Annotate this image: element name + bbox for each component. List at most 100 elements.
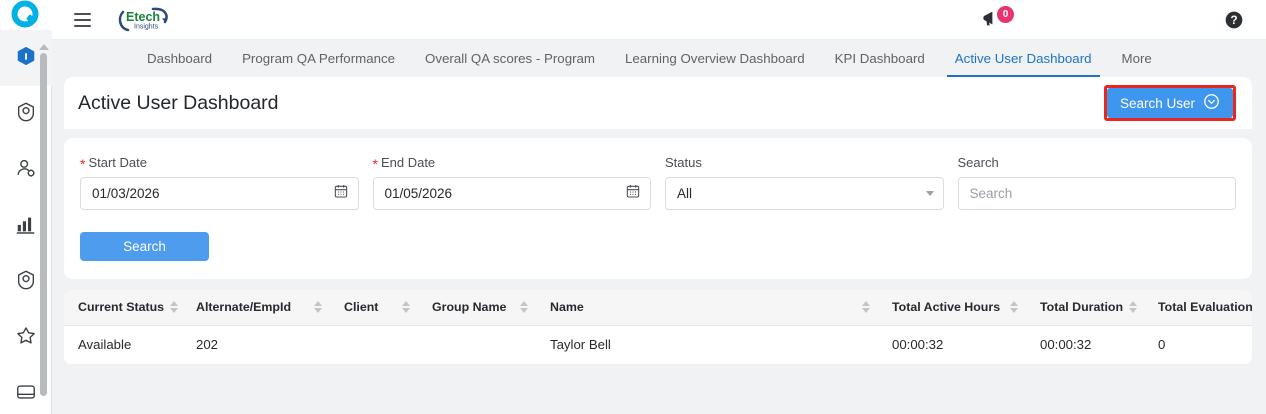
user-settings-icon [15, 157, 37, 184]
cell-client [330, 325, 418, 365]
scroll-up-arrow-icon[interactable] [38, 44, 49, 50]
status-label-wrap: Status [665, 154, 944, 170]
table-head: Current Status Alternate/EmpId Client [64, 290, 1252, 326]
tab-label: More [1121, 51, 1152, 66]
table-header-row: Current Status Alternate/EmpId Client [64, 290, 1252, 326]
column-client[interactable]: Client [330, 290, 418, 326]
search-input[interactable]: Search [969, 186, 1013, 201]
settings-badge-icon [15, 101, 37, 128]
sidebar-item-reports[interactable] [4, 198, 48, 254]
required-asterisk: * [80, 156, 86, 172]
start-date-label: Start Date [88, 154, 147, 170]
end-date-label: End Date [380, 154, 436, 170]
sort-icon[interactable] [862, 301, 870, 314]
start-date-label-wrap: * Start Date [80, 154, 359, 172]
calendar-icon[interactable] [333, 183, 349, 204]
page-header-card: Active User Dashboard Search User [64, 77, 1252, 129]
tab-label: Dashboard [147, 51, 213, 66]
app-logo[interactable] [0, 0, 52, 30]
tab-more[interactable]: More [1107, 40, 1167, 77]
search-label: Search [957, 154, 999, 170]
active-users-table: Current Status Alternate/EmpId Client [64, 290, 1252, 365]
sidebar-item-favorites[interactable] [4, 310, 48, 366]
column-label: Alternate/EmpId [196, 300, 292, 315]
column-alternate-empid[interactable]: Alternate/EmpId [182, 290, 330, 326]
help-circle-icon: ? [1224, 11, 1244, 34]
tab-learning-overview-dashboard[interactable]: Learning Overview Dashboard [610, 40, 820, 77]
filter-row: * Start Date 01/03/2026 [80, 154, 1236, 210]
sort-icon[interactable] [520, 301, 528, 314]
start-date-input[interactable]: 01/03/2026 [80, 177, 359, 210]
notifications-button[interactable]: 0 [980, 6, 1014, 33]
cell-total-evaluations: 0 [1144, 325, 1252, 365]
filters-card: * Start Date 01/03/2026 [64, 138, 1252, 279]
window-icon [15, 381, 37, 408]
brand-logo[interactable]: Etech Insights [117, 5, 175, 35]
sort-icon[interactable] [402, 301, 410, 314]
tab-label: KPI Dashboard [834, 51, 925, 66]
tab-dashboard[interactable]: Dashboard [132, 40, 227, 77]
column-label: Total Evaluations [1158, 300, 1252, 315]
content-area: Active User Dashboard Search User [52, 77, 1266, 414]
sidebar-scrollbar[interactable] [38, 44, 49, 396]
cell-name: Taylor Bell [536, 325, 878, 365]
svg-text:?: ? [1230, 14, 1237, 27]
tab-label: Overall QA scores - Program [425, 51, 595, 66]
svg-text:Etech: Etech [126, 10, 160, 24]
cell-total-duration: 00:00:32 [1026, 325, 1144, 365]
sidebar-item-settings-1[interactable] [4, 86, 48, 142]
tab-label: Learning Overview Dashboard [625, 51, 805, 66]
cell-alternate-empid: 202 [182, 325, 330, 365]
sidebar-item-settings-2[interactable] [4, 254, 48, 310]
column-current-status[interactable]: Current Status [64, 290, 182, 326]
help-button[interactable]: ? [1224, 10, 1244, 35]
home-shield-icon [15, 45, 37, 72]
sidebar-item-user-settings[interactable] [4, 142, 48, 198]
start-date-field: * Start Date 01/03/2026 [80, 154, 359, 210]
tab-overall-qa-scores-program[interactable]: Overall QA scores - Program [410, 40, 610, 77]
sort-icon[interactable] [170, 301, 179, 314]
calendar-icon[interactable] [625, 183, 641, 204]
end-date-input[interactable]: 01/05/2026 [372, 177, 651, 210]
column-name[interactable]: Name [536, 290, 878, 326]
sort-icon[interactable] [314, 301, 322, 314]
table-row[interactable]: Available 202 Taylor Bell 00:00:32 00:00… [64, 325, 1252, 365]
top-bar: Etech Insights 0 ? [52, 0, 1266, 40]
column-label: Current Status [78, 300, 165, 315]
hamburger-icon[interactable] [74, 12, 91, 27]
end-date-label-wrap: * End Date [373, 154, 652, 172]
column-total-duration[interactable]: Total Duration [1026, 290, 1144, 326]
start-date-value: 01/03/2026 [92, 186, 160, 201]
tab-label: Program QA Performance [242, 51, 396, 66]
dashboard-tabs: Dashboard Program QA Performance Overall… [52, 40, 1266, 77]
sidebar-item-display[interactable] [4, 366, 48, 414]
end-date-value: 01/05/2026 [384, 186, 453, 201]
column-label: Client [344, 300, 379, 315]
status-field: Status All [665, 154, 944, 210]
column-label: Group Name [432, 300, 507, 315]
tab-active-user-dashboard[interactable]: Active User Dashboard [940, 40, 1107, 77]
search-label-wrap: Search [958, 154, 1237, 170]
column-group-name[interactable]: Group Name [418, 290, 536, 326]
column-total-active-hours[interactable]: Total Active Hours [878, 290, 1026, 326]
column-total-evaluations[interactable]: Total Evaluations [1144, 290, 1252, 326]
column-label: Name [550, 300, 584, 315]
column-label: Total Active Hours [892, 300, 1001, 315]
megaphone-icon [980, 11, 1002, 33]
chevron-down-icon[interactable] [925, 191, 934, 196]
tab-kpi-dashboard[interactable]: KPI Dashboard [820, 40, 940, 77]
scroll-thumb[interactable] [40, 53, 47, 396]
sort-icon[interactable] [1129, 301, 1138, 314]
sort-icon[interactable] [1010, 301, 1018, 314]
status-label: Status [665, 154, 702, 170]
main-column: Etech Insights 0 ? [52, 0, 1266, 414]
end-date-field: * End Date 01/05/2026 [372, 154, 652, 210]
search-input-shell[interactable]: Search [957, 177, 1236, 210]
search-submit-button[interactable]: Search [80, 232, 209, 261]
search-user-button[interactable]: Search User [1106, 88, 1233, 118]
search-field: Search Search [957, 154, 1237, 210]
tab-program-qa-performance[interactable]: Program QA Performance [227, 40, 410, 77]
status-select[interactable]: All [665, 177, 944, 210]
page-title: Active User Dashboard [78, 91, 279, 114]
